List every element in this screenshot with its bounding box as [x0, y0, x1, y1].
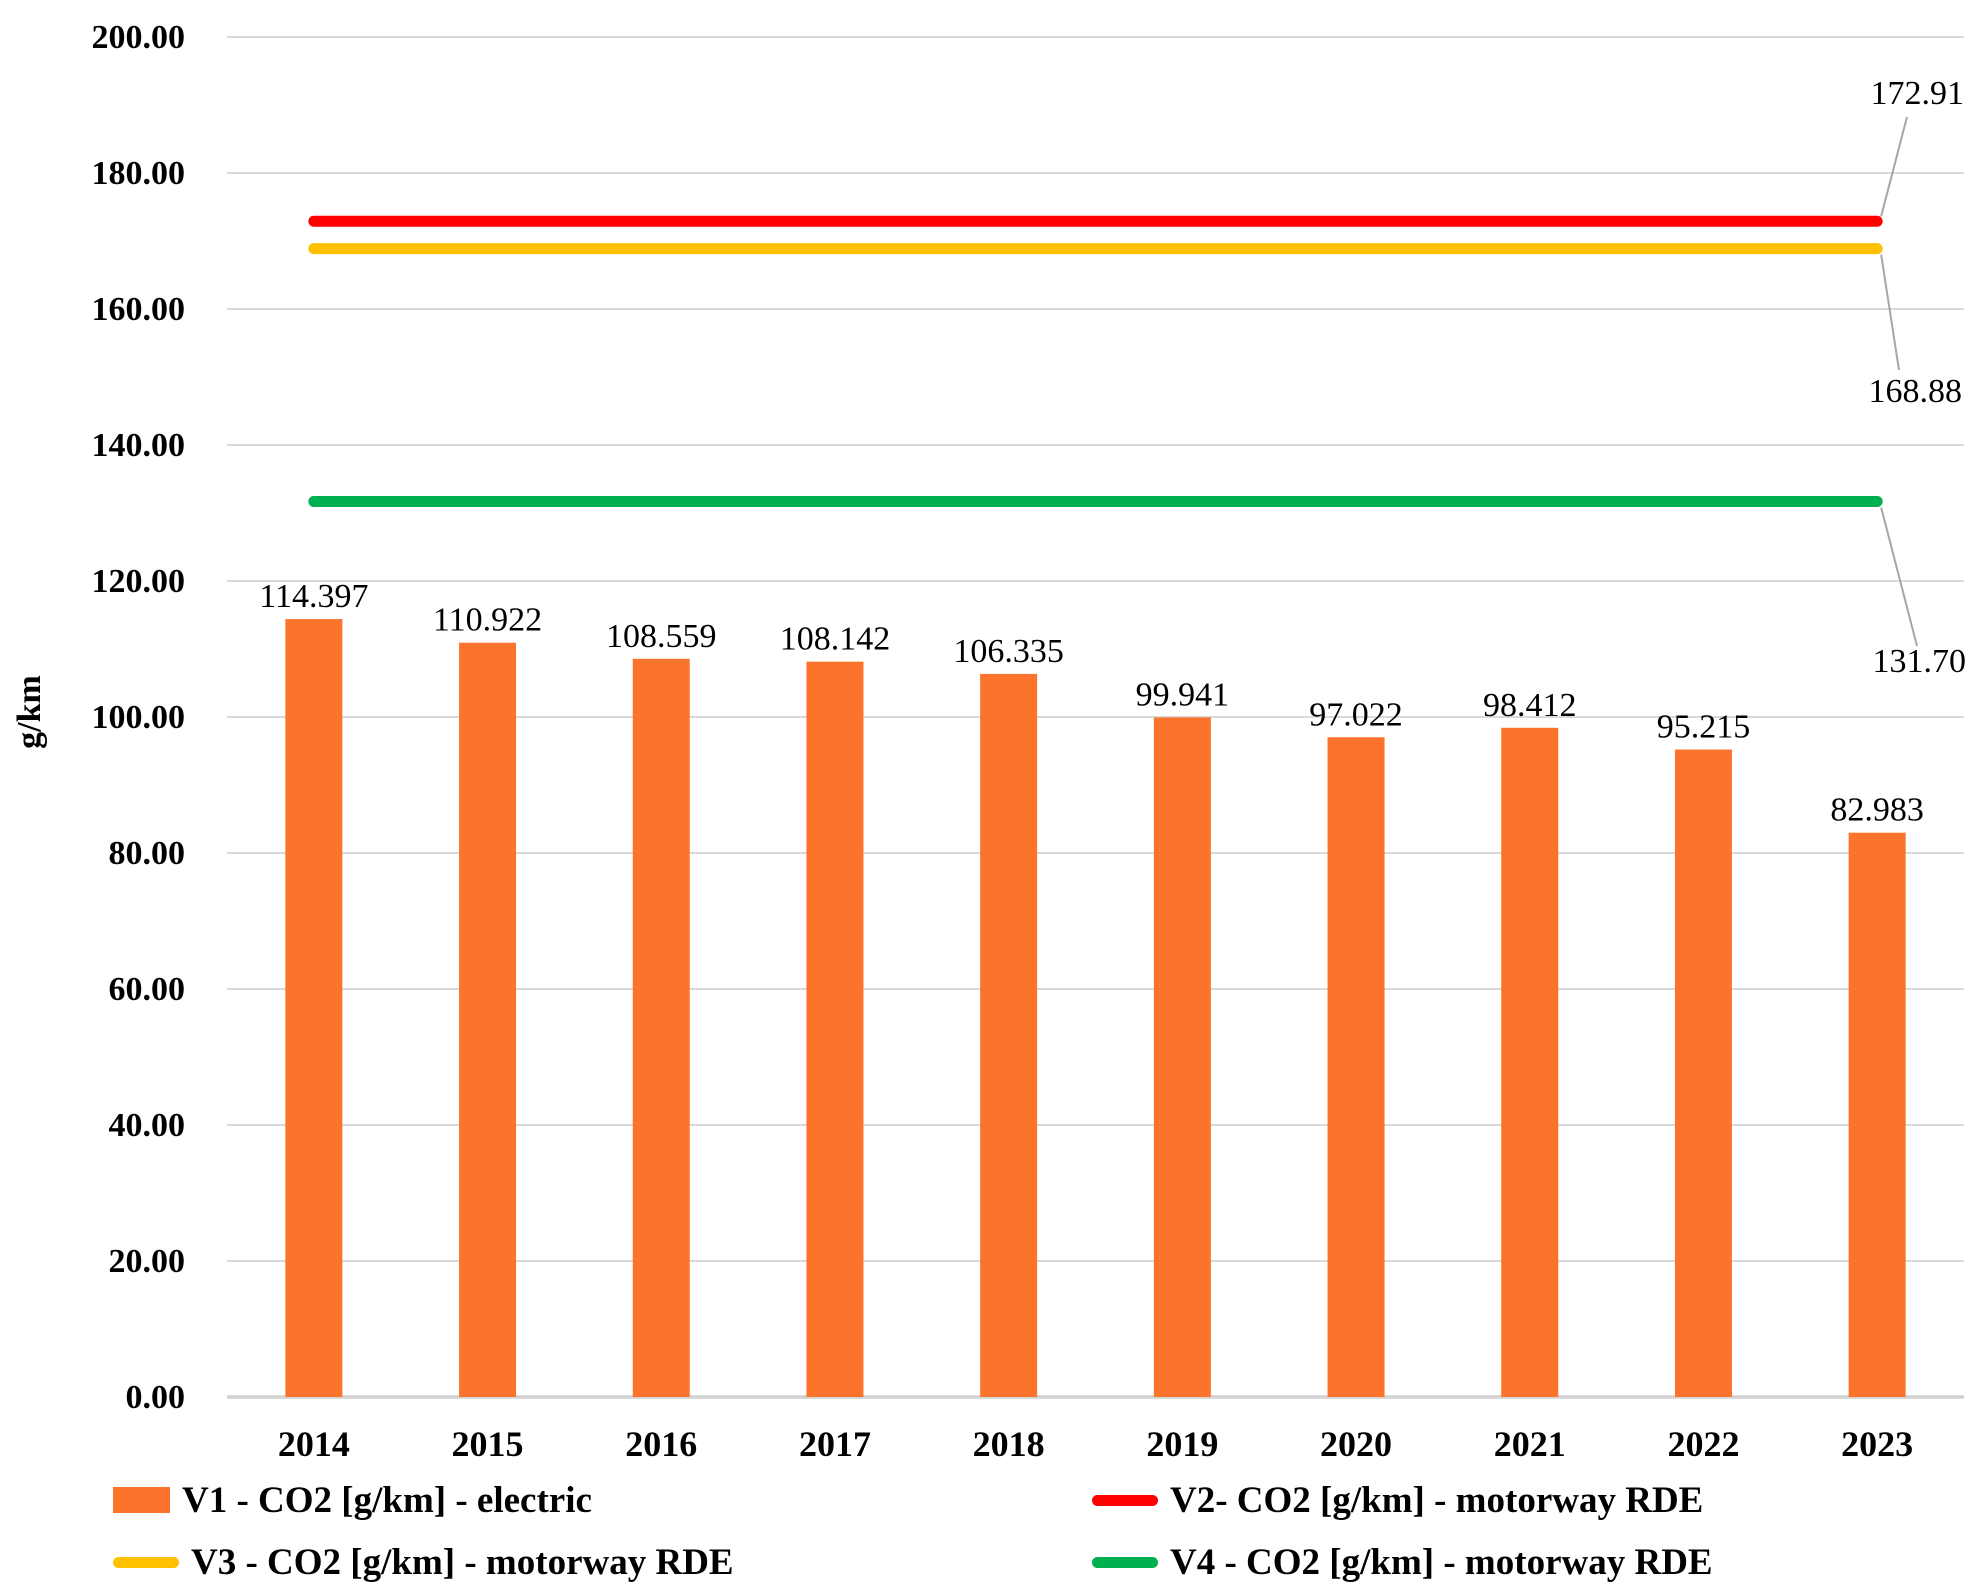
bar-value-label-2018: 106.335 — [953, 633, 1064, 670]
leader-line-v2 — [1880, 116, 1908, 217]
legend-item-v4: V4 - CO2 [g/km] - motorway RDE — [1092, 1538, 1973, 1586]
ref-line-label-v2: 172.91 — [1871, 75, 1965, 112]
x-tick-label-2019: 2019 — [1146, 1424, 1218, 1464]
y-tick-label: 140.00 — [92, 427, 186, 464]
bar-value-label-2019: 99.941 — [1136, 676, 1230, 713]
legend-swatch-v1-bar-icon — [113, 1487, 170, 1513]
bar-value-label-2020: 97.022 — [1309, 696, 1403, 733]
ref-line-label-v4: 131.70 — [1873, 643, 1967, 680]
x-tick-label-2021: 2021 — [1494, 1424, 1566, 1464]
x-tick-label-2016: 2016 — [625, 1424, 697, 1464]
bar-2020 — [1327, 737, 1385, 1397]
y-axis-title: g/km — [11, 675, 48, 749]
y-tick-label: 80.00 — [109, 835, 186, 872]
bar-value-label-2014: 114.397 — [259, 578, 368, 615]
chart-plot-area: 0.00 20.00 40.00 60.00 80.00 100.00 120.00 140.… — [92, 19, 1967, 1464]
legend-label-v2: V2- CO2 [g/km] - motorway RDE — [1170, 1479, 1704, 1521]
legend-swatch-v2-line-icon — [1092, 1494, 1158, 1506]
legend-label-v3: V3 - CO2 [g/km] - motorway RDE — [191, 1541, 734, 1583]
bar-2017 — [806, 661, 864, 1397]
leader-line-v4 — [1880, 507, 1918, 647]
bar-2018 — [980, 673, 1038, 1397]
x-tick-label-2023: 2023 — [1841, 1424, 1913, 1464]
bar-value-label-2017: 108.142 — [780, 621, 891, 658]
y-tick-label: 20.00 — [109, 1243, 186, 1280]
legend-swatch-v3-line-icon — [113, 1556, 179, 1568]
leader-line-v3 — [1880, 254, 1900, 371]
y-tick-label: 100.00 — [92, 699, 186, 736]
bar-2014 — [285, 619, 343, 1397]
bar-value-label-2015: 110.922 — [433, 602, 542, 639]
y-tick-label: 180.00 — [92, 155, 186, 192]
y-tick-label: 200.00 — [92, 19, 186, 56]
legend-swatch-v4-line-icon — [1092, 1556, 1158, 1568]
y-tick-label: 120.00 — [92, 563, 186, 600]
x-tick-label-2015: 2015 — [452, 1424, 524, 1464]
y-tick-label: 160.00 — [92, 291, 186, 328]
legend-label-v4: V4 - CO2 [g/km] - motorway RDE — [1170, 1541, 1713, 1583]
chart-legend: V1 - CO2 [g/km] - electric V2- CO2 [g/km… — [113, 1476, 1973, 1586]
y-tick-label: 40.00 — [109, 1107, 186, 1144]
ref-line-label-v3: 168.88 — [1869, 373, 1963, 410]
bar-value-label-2021: 98.412 — [1483, 687, 1577, 724]
y-tick-label: 0.00 — [126, 1379, 186, 1416]
x-tick-label-2017: 2017 — [799, 1424, 871, 1464]
bar-value-label-2022: 95.215 — [1657, 709, 1751, 746]
legend-item-v2: V2- CO2 [g/km] - motorway RDE — [1092, 1476, 1973, 1524]
bar-2022 — [1674, 749, 1732, 1397]
x-tick-label-2014: 2014 — [278, 1424, 350, 1464]
legend-label-v1: V1 - CO2 [g/km] - electric — [182, 1479, 592, 1521]
x-tick-label-2022: 2022 — [1667, 1424, 1739, 1464]
y-tick-label: 60.00 — [109, 971, 186, 1008]
bar-value-label-2023: 82.983 — [1830, 792, 1924, 829]
x-tick-label-2020: 2020 — [1320, 1424, 1392, 1464]
legend-item-v3: V3 - CO2 [g/km] - motorway RDE — [113, 1538, 1092, 1586]
bar-2015 — [459, 642, 517, 1397]
bar-value-label-2016: 108.559 — [606, 618, 717, 655]
legend-item-v1: V1 - CO2 [g/km] - electric — [113, 1476, 1092, 1524]
bar-2023 — [1848, 832, 1906, 1397]
bar-2021 — [1501, 727, 1559, 1397]
bar-2019 — [1153, 717, 1211, 1397]
x-tick-label-2018: 2018 — [973, 1424, 1045, 1464]
bar-2016 — [632, 658, 690, 1397]
